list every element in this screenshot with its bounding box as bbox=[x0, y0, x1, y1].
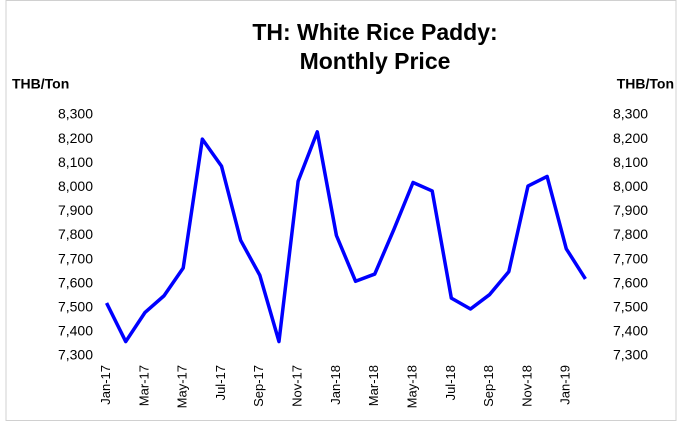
y2-tick-label: 8,300 bbox=[613, 106, 648, 122]
y-tick-label: 7,700 bbox=[58, 250, 93, 266]
chart-title: TH: White Rice Paddy: bbox=[252, 19, 497, 45]
x-tick-label: Jan-17 bbox=[98, 365, 113, 405]
y2-tick-label: 7,600 bbox=[613, 274, 648, 290]
y2-tick-label: 8,100 bbox=[613, 154, 648, 170]
y2-tick-label: 7,800 bbox=[613, 226, 648, 242]
y-tick-label: 8,000 bbox=[58, 178, 93, 194]
x-tick-label: May-18 bbox=[404, 365, 419, 408]
x-tick-label: Mar-17 bbox=[136, 365, 151, 406]
y-tick-label: 7,300 bbox=[58, 347, 93, 363]
y-tick-label: 8,300 bbox=[58, 106, 93, 122]
x-tick-label: Sep-17 bbox=[251, 365, 266, 407]
x-tick-label: Jan-18 bbox=[328, 365, 343, 405]
chart-frame bbox=[5, 0, 677, 421]
x-tick-label: May-17 bbox=[175, 365, 190, 408]
x-tick-label: Nov-18 bbox=[519, 365, 534, 407]
y2-tick-label: 7,500 bbox=[613, 299, 648, 315]
y-tick-label: 8,200 bbox=[58, 130, 93, 146]
y-tick-label: 7,600 bbox=[58, 274, 93, 290]
line-series bbox=[105, 130, 587, 344]
x-tick-label: Sep-18 bbox=[481, 365, 496, 407]
x-tick-label: Jul-18 bbox=[443, 365, 458, 400]
y2-tick-label: 7,400 bbox=[613, 323, 648, 339]
x-tick-label: Jan-19 bbox=[558, 365, 573, 405]
x-tick-label: Mar-18 bbox=[366, 365, 381, 406]
x-tick-label: Jul-17 bbox=[213, 365, 228, 400]
y2-tick-label: 7,900 bbox=[613, 202, 648, 218]
y-tick-label: 7,800 bbox=[58, 226, 93, 242]
y-tick-label: 7,500 bbox=[58, 299, 93, 315]
y2-tick-label: 8,200 bbox=[613, 130, 648, 146]
y-tick-label: 8,100 bbox=[58, 154, 93, 170]
y-tick-label: 7,900 bbox=[58, 202, 93, 218]
y-axis-label: THB/Ton bbox=[12, 76, 69, 92]
y2-tick-label: 7,700 bbox=[613, 250, 648, 266]
x-tick-label: Nov-17 bbox=[290, 365, 305, 407]
y2-axis-label: THB/Ton bbox=[617, 76, 674, 92]
chart-title: Monthly Price bbox=[300, 48, 451, 74]
y2-tick-label: 7,300 bbox=[613, 347, 648, 363]
y-tick-label: 7,400 bbox=[58, 323, 93, 339]
y2-tick-label: 8,000 bbox=[613, 178, 648, 194]
